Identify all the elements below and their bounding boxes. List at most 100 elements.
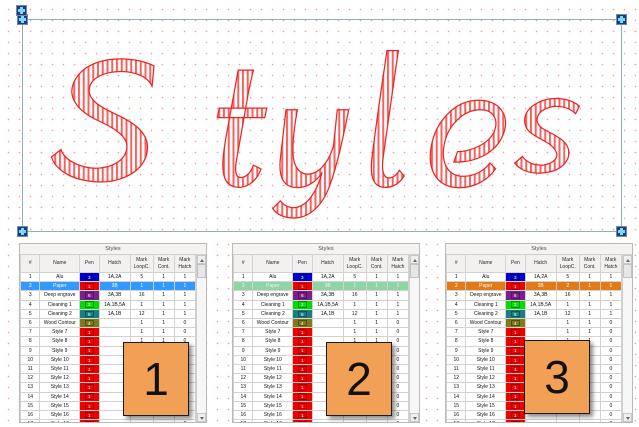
cell-number[interactable]: 13 bbox=[446, 382, 467, 393]
cell-mark-cont[interactable]: 1 bbox=[152, 290, 175, 301]
cell-mark-loopc[interactable] bbox=[129, 419, 154, 422]
cell-mark-hatch[interactable]: 0 bbox=[599, 354, 622, 366]
cell-mark-hatch[interactable]: 0 bbox=[173, 318, 196, 329]
cell-number[interactable]: 4 bbox=[233, 299, 254, 310]
cell-hatch[interactable]: 1A,1B,5A bbox=[98, 299, 131, 310]
cell-number[interactable]: 11 bbox=[446, 364, 467, 375]
scrollbar-thumb[interactable] bbox=[196, 264, 206, 278]
vertical-scrollbar[interactable] bbox=[408, 255, 419, 422]
cell-pen[interactable]: 1 bbox=[79, 391, 100, 402]
cell-pen[interactable]: 1 bbox=[292, 345, 313, 356]
cell-name[interactable]: Deep engrave bbox=[252, 290, 294, 301]
cell-number[interactable]: 6 bbox=[20, 318, 41, 329]
col-header-hatch[interactable]: Hatch bbox=[311, 255, 344, 273]
cell-mark-hatch[interactable]: 0 bbox=[599, 327, 622, 338]
cell-pen[interactable]: 1 bbox=[505, 391, 526, 402]
cell-name[interactable]: Style 14 bbox=[252, 391, 294, 402]
cell-hatch[interactable]: 1A,1B bbox=[524, 308, 557, 320]
col-header-name[interactable]: Name bbox=[465, 255, 507, 273]
cell-pen[interactable]: 1 bbox=[292, 410, 313, 421]
cell-number[interactable]: 13 bbox=[20, 382, 41, 393]
cell-name[interactable]: Style 14 bbox=[39, 391, 81, 402]
cell-number[interactable]: 13 bbox=[233, 382, 254, 393]
cell-name[interactable]: Paper bbox=[465, 281, 507, 292]
cell-number[interactable]: 12 bbox=[446, 373, 467, 384]
cell-pen[interactable]: 1 bbox=[292, 354, 313, 366]
col-header-mark-loopc[interactable]: Mark LoopC. bbox=[342, 255, 367, 273]
cell-name[interactable]: Cleaning 2 bbox=[465, 308, 507, 320]
cell-pen[interactable]: 1 bbox=[79, 410, 100, 421]
cell-pen[interactable]: 2 bbox=[79, 299, 100, 310]
cell-mark-cont[interactable]: 1 bbox=[578, 308, 601, 320]
cell-mark-loopc[interactable] bbox=[555, 419, 580, 422]
cell-pen[interactable]: 1 bbox=[292, 281, 313, 292]
cell-mark-loopc[interactable]: 12 bbox=[129, 308, 154, 320]
col-header-mark-cont[interactable]: Mark Cont. bbox=[152, 255, 175, 273]
cell-pen[interactable]: 4 bbox=[79, 318, 100, 329]
col-header-mark-loopc[interactable]: Mark LoopC. bbox=[129, 255, 154, 273]
cell-hatch[interactable]: 3A,3B bbox=[524, 290, 557, 301]
cell-pen[interactable]: 5 bbox=[292, 308, 313, 320]
cell-pen[interactable]: 1 bbox=[79, 336, 100, 347]
cell-number[interactable]: 11 bbox=[20, 364, 41, 375]
vertical-scrollbar[interactable] bbox=[621, 255, 632, 422]
cell-name[interactable]: Deep engrave bbox=[39, 290, 81, 301]
scrollbar-track[interactable] bbox=[409, 264, 419, 413]
cell-name[interactable]: Style 17 bbox=[465, 419, 507, 422]
cell-number[interactable]: 14 bbox=[233, 391, 254, 402]
cell-mark-hatch[interactable]: 1 bbox=[599, 281, 622, 292]
cell-number[interactable]: 15 bbox=[20, 400, 41, 412]
cell-hatch[interactable]: 1A,2A bbox=[98, 271, 131, 283]
cell-hatch[interactable]: 1A,2A bbox=[524, 271, 557, 283]
cell-pen[interactable]: 3 bbox=[505, 271, 526, 283]
table-row[interactable]: 5 Cleaning 2 5 1A,1B 12 1 1 bbox=[20, 308, 196, 320]
table-row[interactable]: 4 Cleaning 1 2 1A,1B,5A 1 1 1 bbox=[233, 299, 409, 310]
cell-mark-loopc[interactable]: 1 bbox=[342, 299, 367, 310]
cell-mark-hatch[interactable]: 1 bbox=[173, 308, 196, 320]
cell-number[interactable]: 3 bbox=[446, 290, 467, 301]
cell-mark-hatch[interactable]: 1 bbox=[386, 281, 409, 292]
cell-mark-hatch[interactable]: 0 bbox=[173, 327, 196, 338]
col-header-name[interactable]: Name bbox=[252, 255, 294, 273]
cell-mark-hatch[interactable]: 1 bbox=[173, 299, 196, 310]
cell-pen[interactable]: 1 bbox=[79, 327, 100, 338]
cell-mark-hatch[interactable]: 0 bbox=[599, 318, 622, 329]
scroll-down-arrow-icon[interactable] bbox=[196, 413, 206, 422]
cell-name[interactable]: Style 16 bbox=[39, 410, 81, 421]
cell-name[interactable]: Style 9 bbox=[39, 345, 81, 356]
cell-pen[interactable]: 1 bbox=[505, 400, 526, 412]
cell-mark-cont[interactable]: 1 bbox=[365, 299, 388, 310]
cell-name[interactable]: Style 15 bbox=[39, 400, 81, 412]
cell-number[interactable]: 16 bbox=[233, 410, 254, 421]
cell-hatch[interactable] bbox=[524, 318, 557, 329]
cell-pen[interactable]: 1 bbox=[292, 373, 313, 384]
cell-pen[interactable]: 5 bbox=[79, 308, 100, 320]
table-row[interactable]: 17Style 171 0 bbox=[233, 419, 409, 422]
cell-name[interactable]: Style 13 bbox=[252, 382, 294, 393]
cell-name[interactable]: Style 12 bbox=[39, 373, 81, 384]
cell-hatch[interactable] bbox=[311, 419, 344, 422]
cell-pen[interactable]: 1 bbox=[292, 419, 313, 422]
cell-pen[interactable]: 1 bbox=[292, 327, 313, 338]
artwork-styles-text[interactable] bbox=[22, 19, 622, 232]
table-row[interactable]: 5 Cleaning 2 5 1A,1B 12 1 1 bbox=[446, 308, 622, 320]
table-row[interactable]: 17Style 171 0 bbox=[446, 419, 622, 422]
cell-pen[interactable]: 1 bbox=[79, 281, 100, 292]
cell-pen[interactable]: 1 bbox=[79, 382, 100, 393]
cell-pen[interactable]: 4 bbox=[505, 318, 526, 329]
cell-number[interactable]: 10 bbox=[233, 354, 254, 366]
cell-hatch[interactable] bbox=[98, 327, 131, 338]
cell-mark-cont[interactable]: 1 bbox=[578, 281, 601, 292]
table-row[interactable]: 5 Cleaning 2 5 1A,1B 12 1 1 bbox=[233, 308, 409, 320]
cell-hatch[interactable]: 1A,1B,5A bbox=[524, 299, 557, 310]
cell-number[interactable]: 11 bbox=[233, 364, 254, 375]
cell-pen[interactable]: 1 bbox=[505, 336, 526, 347]
cell-name[interactable]: Style 7 bbox=[39, 327, 81, 338]
cell-number[interactable]: 17 bbox=[233, 419, 254, 422]
cell-pen[interactable]: 6 bbox=[292, 290, 313, 301]
cell-name[interactable]: Style 15 bbox=[465, 400, 507, 412]
table-row[interactable]: 3 Deep engrave 6 3A,3B 16 1 1 bbox=[233, 290, 409, 301]
cell-name[interactable]: Style 10 bbox=[39, 354, 81, 366]
cell-number[interactable]: 1 bbox=[233, 271, 254, 283]
